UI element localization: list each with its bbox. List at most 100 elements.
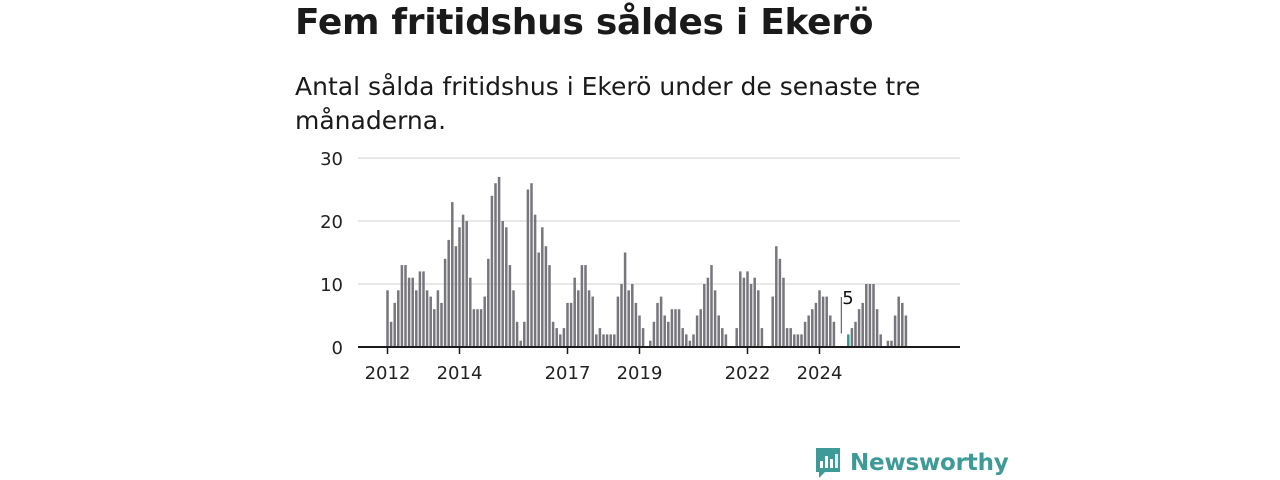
bar: [890, 340, 893, 347]
x-tick-label: 2019: [617, 363, 663, 384]
bar: [800, 334, 803, 347]
bar: [458, 227, 461, 347]
bar: [656, 302, 659, 347]
bar: [649, 340, 652, 347]
bar: [757, 290, 760, 347]
x-tick-label: 2024: [797, 363, 843, 384]
bar: [742, 277, 746, 347]
bar: [721, 328, 724, 347]
x-tick-label: 2022: [725, 363, 771, 384]
y-tick-label: 30: [320, 149, 343, 170]
x-tick-label: 2017: [545, 363, 591, 384]
bar: [753, 277, 756, 347]
bar: [616, 296, 620, 347]
bar: [526, 189, 530, 347]
bar: [454, 246, 458, 347]
bar: [541, 227, 544, 347]
bar: [735, 328, 738, 347]
bar: [436, 290, 440, 347]
brand-name: Newsworthy: [850, 450, 1009, 476]
bar: [688, 340, 692, 347]
bar: [533, 214, 537, 347]
bar: [580, 265, 584, 347]
bar: [695, 315, 699, 347]
bar: [551, 321, 555, 347]
bar: [523, 321, 526, 347]
bar: [598, 328, 602, 347]
bar: [605, 334, 609, 347]
bar: [562, 328, 566, 347]
bar: [609, 334, 612, 347]
x-tick-label: 2014: [437, 363, 483, 384]
bar: [627, 290, 630, 347]
bar: [674, 309, 677, 347]
bar: [771, 296, 774, 347]
bar: [832, 321, 836, 347]
bar: [386, 290, 389, 347]
y-axis-ticks: 0 10 20 30: [320, 149, 343, 359]
bar: [746, 271, 749, 347]
bar: [411, 277, 414, 347]
bar: [429, 296, 432, 347]
bar: [717, 315, 720, 347]
bar: [893, 315, 897, 347]
x-tick-label: 2012: [365, 363, 411, 384]
bar: [623, 252, 627, 347]
bar: [519, 340, 522, 347]
bar: [793, 334, 796, 347]
bar: [566, 302, 569, 347]
bar: [739, 271, 742, 347]
chart-subtitle: Antal sålda fritidshus i Ekerö under de …: [295, 72, 921, 135]
bar: [631, 284, 634, 347]
bar: [692, 334, 695, 347]
bar: [634, 302, 638, 347]
bar: [713, 290, 717, 347]
highlighted-bar: [847, 334, 850, 347]
bar: [868, 284, 872, 347]
bar: [433, 309, 436, 347]
bar: [479, 309, 483, 347]
bar: [512, 290, 515, 347]
y-tick-label: 0: [332, 338, 343, 359]
bar: [807, 315, 810, 347]
bar: [659, 296, 663, 347]
bar: [854, 321, 857, 347]
bar: [544, 246, 548, 347]
bar: [400, 265, 404, 347]
bar: [652, 321, 656, 347]
bar: [595, 334, 598, 347]
bar: [677, 309, 681, 347]
bar: [875, 309, 879, 347]
bar: [530, 183, 533, 347]
bar: [472, 309, 476, 347]
bar: [685, 334, 688, 347]
brand-logo: Newsworthy: [814, 446, 1009, 480]
bar: [789, 328, 792, 347]
bar: [782, 277, 785, 347]
bar: [749, 284, 753, 347]
x-axis-ticks: 2012 2014 2017 2019 2022 2024: [365, 347, 843, 384]
bar: [825, 296, 828, 347]
bar: [897, 296, 900, 347]
bar: [418, 271, 422, 347]
bar: [710, 265, 713, 347]
bar: [724, 334, 728, 347]
bar: [613, 334, 616, 347]
bar: [850, 328, 854, 347]
bar: [587, 290, 591, 347]
bar: [814, 302, 818, 347]
bar: [440, 302, 443, 347]
bar: [591, 296, 594, 347]
bar: [407, 277, 411, 347]
bar: [447, 239, 450, 347]
y-tick-label: 10: [320, 275, 343, 296]
bar: [490, 195, 494, 347]
bar: [451, 202, 454, 347]
bar: [821, 296, 825, 347]
bar: [515, 321, 519, 347]
highlight-value-label: 5: [842, 288, 853, 309]
bar: [699, 309, 702, 347]
bar: [760, 328, 764, 347]
bar: [785, 328, 789, 347]
bar: [861, 302, 864, 347]
